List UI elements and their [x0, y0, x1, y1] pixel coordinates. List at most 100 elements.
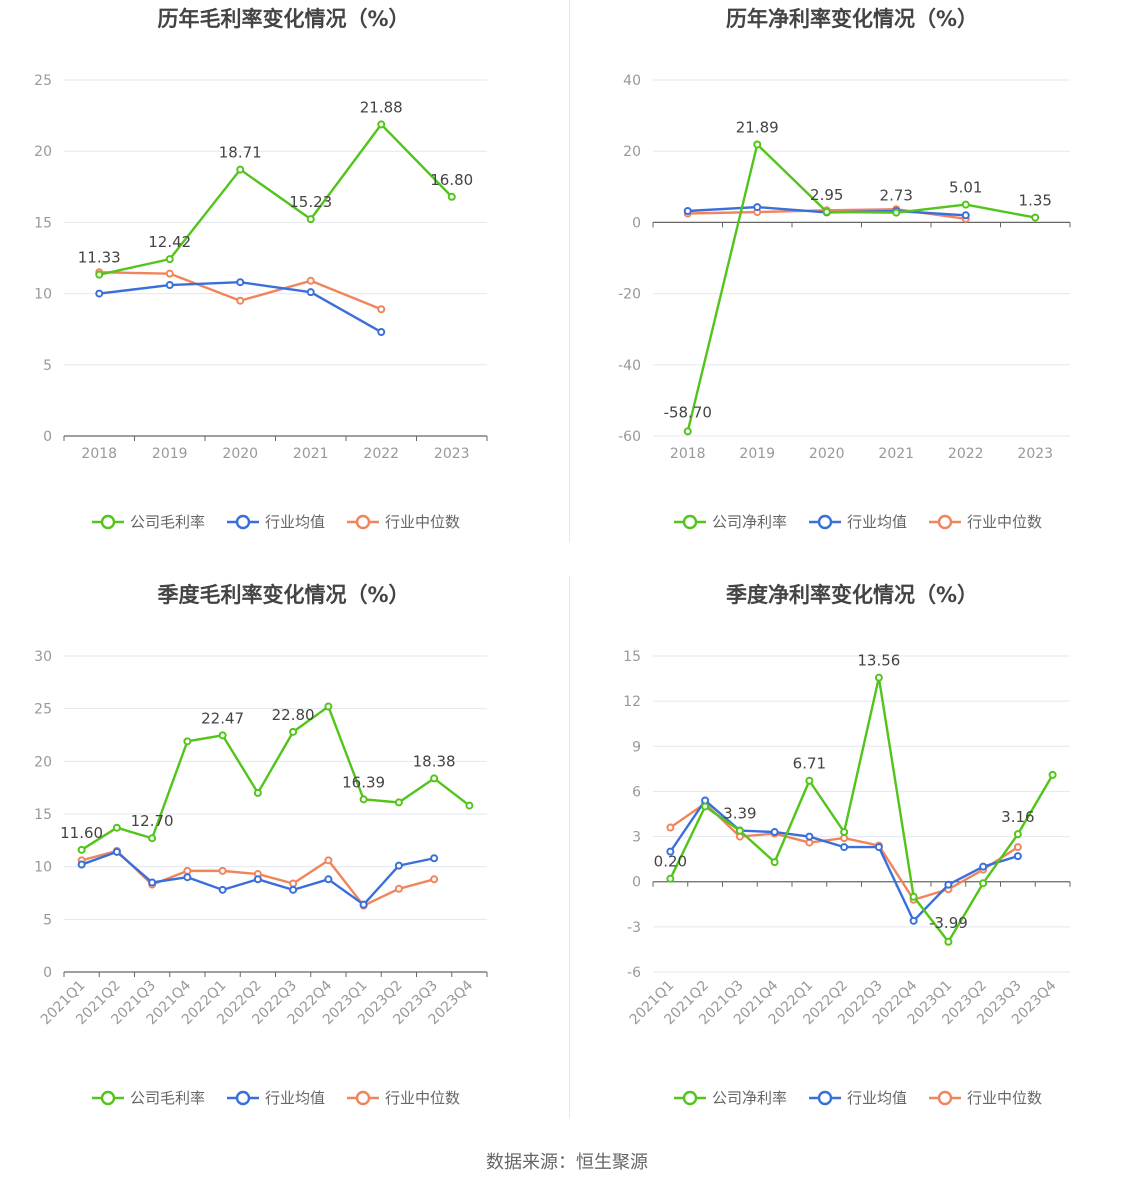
legend-marker: [682, 514, 698, 530]
data-point: [148, 878, 157, 887]
x-tick-label: 2020: [809, 446, 845, 462]
y-tick-label: 0: [632, 875, 641, 891]
series-line: [99, 281, 382, 334]
data-point: [666, 847, 675, 856]
series-line: [686, 143, 1036, 432]
y-tick-label: 20: [623, 144, 641, 160]
legend-marker: [817, 514, 833, 530]
data-point: [430, 774, 439, 783]
data-label: 15.23: [289, 193, 332, 211]
data-label: 5.01: [949, 179, 982, 197]
chart-panel-annual-gross: 历年毛利率变化情况（%） 0 5 10 15 20 25 2018 2019 2020 2021 20…: [0, 0, 567, 572]
chart-panel-annual-net: 历年净利率变化情况（%） -60 -40 -20 0 20 40 2018 2019 2020 20…: [570, 0, 1134, 572]
x-tick-label: 2021: [878, 446, 914, 462]
chart-panel-quarterly-gross: 季度毛利率变化情况（%） 0 5 10 15 20 25 30 2021Q1 2021Q2 2021…: [0, 576, 567, 1148]
data-point: [840, 828, 849, 837]
data-point: [753, 203, 762, 212]
divider-bottom: [569, 576, 570, 1118]
legend-marker: [100, 1090, 116, 1106]
data-point: [465, 801, 474, 810]
legend-label: 行业均值: [847, 1089, 907, 1107]
data-point: [909, 892, 918, 901]
y-tick-label: 6: [632, 784, 641, 800]
data-point: [377, 120, 386, 129]
y-tick-label: 15: [623, 649, 641, 665]
data-label: 11.33: [78, 249, 121, 267]
legend-marker: [355, 514, 371, 530]
legend-marker: [817, 1090, 833, 1106]
data-label: 12.42: [148, 233, 191, 251]
data-point: [324, 856, 333, 865]
data-point: [701, 802, 710, 811]
data-point: [805, 832, 814, 841]
x-tick-label: 2020: [222, 446, 258, 462]
series-line: [98, 123, 453, 276]
legend-marker: [355, 1090, 371, 1106]
data-point: [253, 788, 262, 797]
y-tick-label: 10: [34, 287, 52, 303]
y-tick-label: 3: [632, 830, 641, 846]
legend-marker: [235, 1090, 251, 1106]
y-tick-label: 12: [623, 694, 641, 710]
x-tick-label: 2021: [293, 446, 329, 462]
data-point: [447, 192, 456, 201]
data-point: [306, 276, 315, 285]
data-point: [840, 843, 849, 852]
y-tick-label: 15: [34, 215, 52, 231]
data-point: [289, 727, 298, 736]
legend-marker: [937, 514, 953, 530]
data-point: [306, 288, 315, 297]
data-label: 16.80: [430, 171, 473, 189]
y-tick-label: 20: [34, 754, 52, 770]
data-point: [289, 879, 298, 888]
chart-annual-gross: 历年毛利率变化情况（%） 0 5 10 15 20 25 2018 2019 2020 2021 20…: [34, 7, 488, 531]
data-point: [165, 255, 174, 264]
legend-marker: [682, 1090, 698, 1106]
data-point: [1048, 770, 1057, 779]
data-label: 1.35: [1019, 192, 1052, 210]
data-point: [183, 866, 192, 875]
data-point: [183, 737, 192, 746]
data-label: 22.47: [201, 709, 244, 727]
data-label: 6.71: [793, 755, 826, 773]
y-tick-label: 0: [43, 429, 52, 445]
data-point: [1013, 852, 1022, 861]
data-point: [394, 884, 403, 893]
data-label: -3.99: [929, 914, 968, 932]
data-point: [165, 281, 174, 290]
legend-label: 行业均值: [847, 513, 907, 531]
divider-top: [569, 0, 570, 542]
x-tick-label: 2022: [948, 446, 984, 462]
data-label: 12.70: [131, 812, 174, 830]
y-tick-label: 5: [43, 358, 52, 374]
x-tick-label: 2023: [434, 446, 470, 462]
y-tick-label: -6: [627, 965, 641, 981]
chart-title: 历年毛利率变化情况（%）: [157, 7, 409, 31]
x-tick-label: 2018: [81, 446, 117, 462]
y-tick-label: -60: [618, 429, 641, 445]
data-point: [112, 847, 121, 856]
data-point: [874, 673, 883, 682]
y-tick-label: 40: [623, 73, 641, 89]
data-point: [183, 873, 192, 882]
data-label: 21.89: [736, 118, 779, 136]
data-point: [683, 207, 692, 216]
data-point: [1013, 830, 1022, 839]
legend-label: 行业中位数: [967, 1089, 1042, 1107]
y-tick-label: 5: [43, 912, 52, 928]
data-point: [683, 427, 692, 436]
data-point: [359, 900, 368, 909]
data-point: [95, 270, 104, 279]
y-tick-label: 30: [34, 649, 52, 665]
data-point: [359, 795, 368, 804]
chart-quarterly-net: 季度净利率变化情况（%）-6-3036912152021Q12021Q22021…: [623, 583, 1071, 1107]
x-tick-label: 2023: [1017, 446, 1053, 462]
series-line: [669, 676, 1054, 943]
data-label: 2.95: [810, 186, 843, 204]
data-label: 3.16: [1001, 808, 1034, 826]
y-tick-label: 9: [632, 739, 641, 755]
y-tick-label: 25: [34, 73, 52, 89]
legend-marker: [235, 514, 251, 530]
legend-label: 公司净利率: [712, 1089, 787, 1107]
data-point: [805, 776, 814, 785]
